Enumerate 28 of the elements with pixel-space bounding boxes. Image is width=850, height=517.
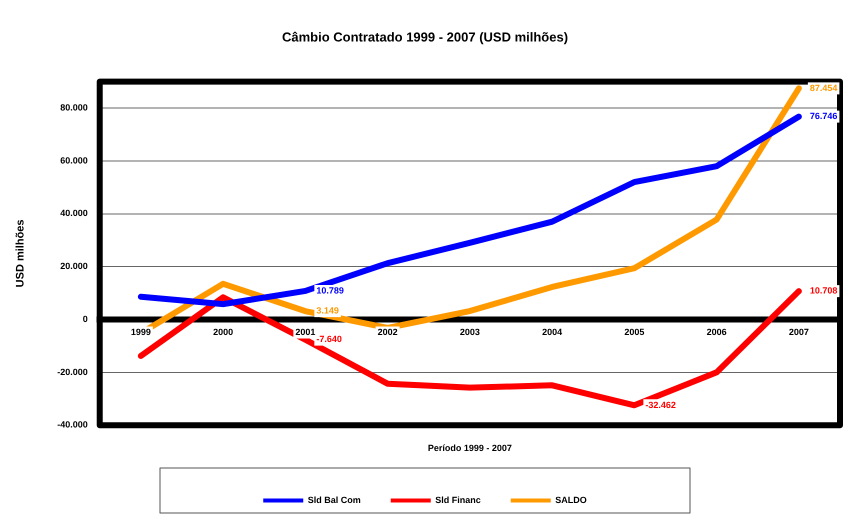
x-tick-label: 2003 (460, 326, 480, 337)
x-tick-label: 2000 (213, 326, 234, 337)
y-tick-label: 60.000 (60, 155, 88, 166)
y-tick-label: 20.000 (60, 261, 88, 272)
data-label: 87.454 (810, 82, 838, 93)
data-label: 10.789 (316, 285, 344, 296)
y-tick-label: 0 (82, 314, 88, 324)
x-tick-label: 2002 (378, 326, 398, 337)
y-tick-label: 40.000 (60, 208, 88, 218)
y-tick-label: -20.000 (57, 366, 88, 377)
x-tick-label: 2005 (624, 326, 644, 337)
data-label: -7.640 (316, 334, 342, 344)
y-tick-label: -40.000 (57, 420, 88, 430)
x-tick-label: 2004 (542, 326, 562, 337)
x-tick-label: 2007 (788, 326, 809, 337)
legend-label: Sld Bal Com (308, 494, 361, 505)
legend-label: Sld Financ (435, 494, 481, 505)
y-axis-title: USD milhões (14, 219, 27, 288)
x-axis-title: Período 1999 - 2007 (428, 443, 512, 454)
legend-label: SALDO (555, 494, 587, 505)
data-label: 3.149 (316, 306, 339, 316)
data-label: -32.462 (645, 400, 676, 410)
data-label: 10.708 (810, 286, 838, 296)
y-tick-label: 80.000 (60, 102, 88, 113)
x-tick-label: 2001 (295, 326, 316, 337)
data-label: 76.746 (810, 111, 838, 122)
x-tick-label: 2006 (706, 326, 727, 337)
chart-title: Câmbio Contratado 1999 - 2007 (USD milhões) (282, 29, 568, 44)
